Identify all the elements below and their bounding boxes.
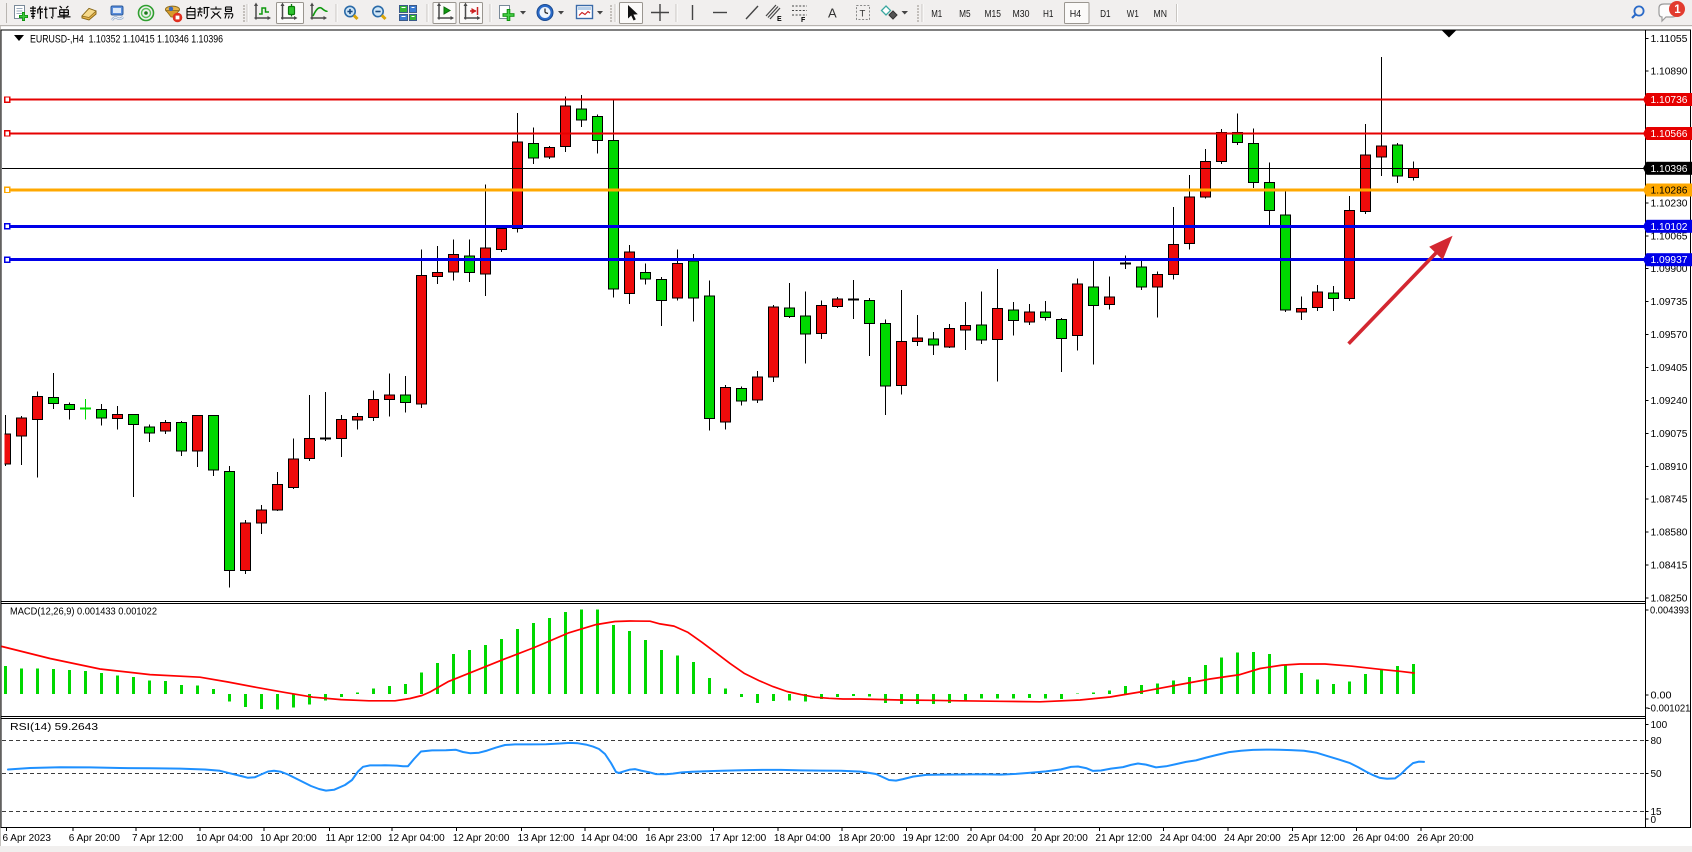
svg-text:20 Apr 20:00: 20 Apr 20:00 bbox=[1031, 833, 1088, 844]
svg-text:1.10890: 1.10890 bbox=[1651, 67, 1688, 78]
svg-text:1.08910: 1.08910 bbox=[1651, 462, 1688, 473]
svg-text:D1: D1 bbox=[1100, 8, 1111, 20]
svg-text:13 Apr 12:00: 13 Apr 12:00 bbox=[518, 833, 575, 844]
svg-text:6 Apr 2023: 6 Apr 2023 bbox=[3, 833, 52, 844]
svg-text:18 Apr 04:00: 18 Apr 04:00 bbox=[774, 833, 831, 844]
svg-text:1.08580: 1.08580 bbox=[1651, 528, 1688, 539]
svg-text:1.08745: 1.08745 bbox=[1651, 495, 1688, 506]
svg-text:A: A bbox=[828, 6, 837, 21]
svg-text:F: F bbox=[801, 17, 806, 24]
svg-text:26 Apr 04:00: 26 Apr 04:00 bbox=[1353, 833, 1410, 844]
svg-text:11 Apr 12:00: 11 Apr 12:00 bbox=[326, 833, 382, 844]
svg-text:1.10736: 1.10736 bbox=[1651, 95, 1688, 106]
svg-text:14 Apr 04:00: 14 Apr 04:00 bbox=[581, 833, 638, 844]
svg-text:M1: M1 bbox=[931, 8, 942, 20]
svg-text:1.10102: 1.10102 bbox=[1651, 222, 1688, 233]
svg-text:1.10396: 1.10396 bbox=[1651, 164, 1688, 175]
svg-text:20 Apr 04:00: 20 Apr 04:00 bbox=[967, 833, 1024, 844]
svg-text:0.004393: 0.004393 bbox=[1650, 606, 1689, 617]
svg-text:24 Apr 20:00: 24 Apr 20:00 bbox=[1224, 833, 1281, 844]
svg-text:1.11055: 1.11055 bbox=[1651, 34, 1688, 45]
svg-text:1.09240: 1.09240 bbox=[1651, 396, 1688, 407]
svg-text:10 Apr 20:00: 10 Apr 20:00 bbox=[260, 833, 317, 844]
svg-text:25 Apr 12:00: 25 Apr 12:00 bbox=[1288, 833, 1345, 844]
svg-text:MACD(12,26,9) 0.001433 0.00102: MACD(12,26,9) 0.001433 0.001022 bbox=[10, 607, 157, 618]
svg-text:MN: MN bbox=[1154, 8, 1168, 20]
svg-text:1.09570: 1.09570 bbox=[1651, 330, 1688, 341]
svg-text:1.10065: 1.10065 bbox=[1651, 231, 1688, 242]
svg-text:6 Apr 20:00: 6 Apr 20:00 bbox=[69, 833, 121, 844]
svg-text:1.08415: 1.08415 bbox=[1651, 561, 1688, 572]
svg-text:H1: H1 bbox=[1043, 8, 1054, 20]
svg-text:1.10230: 1.10230 bbox=[1651, 198, 1688, 209]
svg-text:EURUSD-,H4 1.10352 1.10415 1.: EURUSD-,H4 1.10352 1.10415 1.10346 1.103… bbox=[30, 34, 223, 46]
svg-text:12 Apr 20:00: 12 Apr 20:00 bbox=[453, 833, 510, 844]
svg-text:10 Apr 04:00: 10 Apr 04:00 bbox=[196, 833, 253, 844]
svg-text:26 Apr 20:00: 26 Apr 20:00 bbox=[1417, 833, 1474, 844]
svg-text:1.09075: 1.09075 bbox=[1651, 429, 1688, 440]
svg-text:7 Apr 12:00: 7 Apr 12:00 bbox=[132, 833, 184, 844]
svg-text:RSI(14) 59.2643: RSI(14) 59.2643 bbox=[10, 722, 99, 733]
svg-text:W1: W1 bbox=[1127, 8, 1139, 20]
svg-text:17 Apr 12:00: 17 Apr 12:00 bbox=[710, 833, 767, 844]
svg-text:16 Apr 23:00: 16 Apr 23:00 bbox=[645, 833, 702, 844]
svg-text:M30: M30 bbox=[1013, 8, 1030, 20]
svg-text:50: 50 bbox=[1651, 769, 1663, 780]
svg-text:18 Apr 20:00: 18 Apr 20:00 bbox=[838, 833, 895, 844]
svg-text:100: 100 bbox=[1651, 720, 1668, 731]
svg-text:E: E bbox=[777, 16, 782, 23]
svg-text:1.10286: 1.10286 bbox=[1651, 186, 1688, 197]
svg-text:15: 15 bbox=[1651, 807, 1663, 818]
svg-text:M5: M5 bbox=[959, 8, 971, 20]
svg-text:1.09735: 1.09735 bbox=[1651, 297, 1688, 308]
svg-text:1.08250: 1.08250 bbox=[1651, 594, 1688, 605]
svg-text:19 Apr 12:00: 19 Apr 12:00 bbox=[903, 833, 960, 844]
svg-text:0.00: 0.00 bbox=[1651, 691, 1672, 702]
svg-text:H4: H4 bbox=[1070, 8, 1082, 20]
svg-text:0: 0 bbox=[1651, 815, 1657, 826]
svg-text:12 Apr 04:00: 12 Apr 04:00 bbox=[388, 833, 445, 844]
svg-text:1.09405: 1.09405 bbox=[1651, 363, 1688, 374]
svg-text:1.09937: 1.09937 bbox=[1651, 255, 1688, 266]
svg-text:80: 80 bbox=[1651, 736, 1663, 747]
svg-text:T: T bbox=[860, 9, 866, 20]
svg-text:1.09900: 1.09900 bbox=[1651, 264, 1688, 275]
svg-text:21 Apr 12:00: 21 Apr 12:00 bbox=[1095, 833, 1152, 844]
svg-text:-0.001021: -0.001021 bbox=[1648, 704, 1691, 715]
svg-text:M15: M15 bbox=[985, 8, 1002, 20]
svg-text:1.10566: 1.10566 bbox=[1651, 129, 1688, 140]
svg-text:1: 1 bbox=[1674, 4, 1681, 16]
svg-text:24 Apr 04:00: 24 Apr 04:00 bbox=[1160, 833, 1217, 844]
